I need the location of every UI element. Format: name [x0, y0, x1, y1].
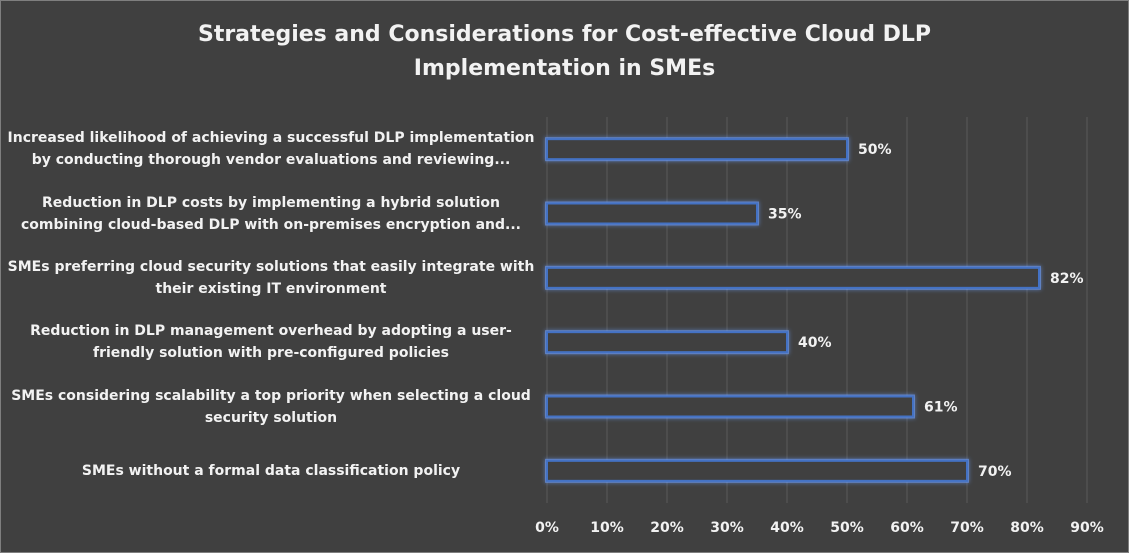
category-label: Increased likelihood of achieving a succ… [6, 127, 536, 171]
category-label: SMEs considering scalability a top prior… [6, 385, 536, 429]
x-tick-label: 10% [590, 520, 624, 536]
data-label: 40% [798, 335, 832, 351]
category-label: Reduction in DLP management overhead by … [6, 320, 536, 364]
category-label-line: their existing IT environment [155, 280, 387, 297]
category-label-line: SMEs preferring cloud security solutions… [7, 258, 535, 275]
category-label: SMEs without a formal data classificatio… [6, 460, 536, 482]
category-label-line: SMEs without a formal data classificatio… [81, 462, 461, 479]
chart-title: Strategies and Considerations for Cost-e… [0, 18, 1129, 86]
x-tick-label: 70% [950, 520, 984, 536]
x-tick-label: 60% [890, 520, 924, 536]
category-label-line: combining cloud-based DLP with on-premis… [21, 216, 521, 233]
bar [546, 138, 848, 161]
x-tick-label: 40% [770, 520, 804, 536]
data-label: 70% [978, 464, 1012, 480]
category-label: Reduction in DLP costs by implementing a… [6, 192, 536, 236]
category-label-line: friendly solution with pre-configured po… [93, 345, 449, 362]
category-label-line: security solution [204, 409, 338, 426]
x-tick-label: 0% [535, 520, 559, 536]
category-label-line: Reduction in DLP costs by implementing a… [42, 194, 500, 211]
bar [546, 266, 1040, 289]
x-tick-label: 20% [650, 520, 684, 536]
chart-title-line-2: Implementation in SMEs [413, 56, 716, 81]
x-tick-label: 90% [1070, 520, 1104, 536]
category-label-line: SMEs considering scalability a top prior… [11, 387, 531, 404]
data-label: 82% [1050, 271, 1084, 287]
data-label: 61% [924, 400, 958, 416]
data-label: 35% [768, 207, 802, 223]
category-label: SMEs preferring cloud security solutions… [6, 256, 536, 300]
bar [546, 331, 788, 354]
bar [546, 459, 968, 482]
bar [546, 202, 758, 225]
chart-title-line-1: Strategies and Considerations for Cost-e… [197, 22, 932, 47]
category-label-line: Increased likelihood of achieving a succ… [7, 130, 535, 147]
x-tick-label: 80% [1010, 520, 1044, 536]
x-tick-label: 50% [830, 520, 864, 536]
data-label: 50% [858, 142, 892, 158]
bar [546, 395, 914, 418]
x-tick-label: 30% [710, 520, 744, 536]
category-label-line: by conducting thorough vendor evaluation… [31, 152, 511, 169]
category-label-line: Reduction in DLP management overhead by … [30, 323, 512, 340]
